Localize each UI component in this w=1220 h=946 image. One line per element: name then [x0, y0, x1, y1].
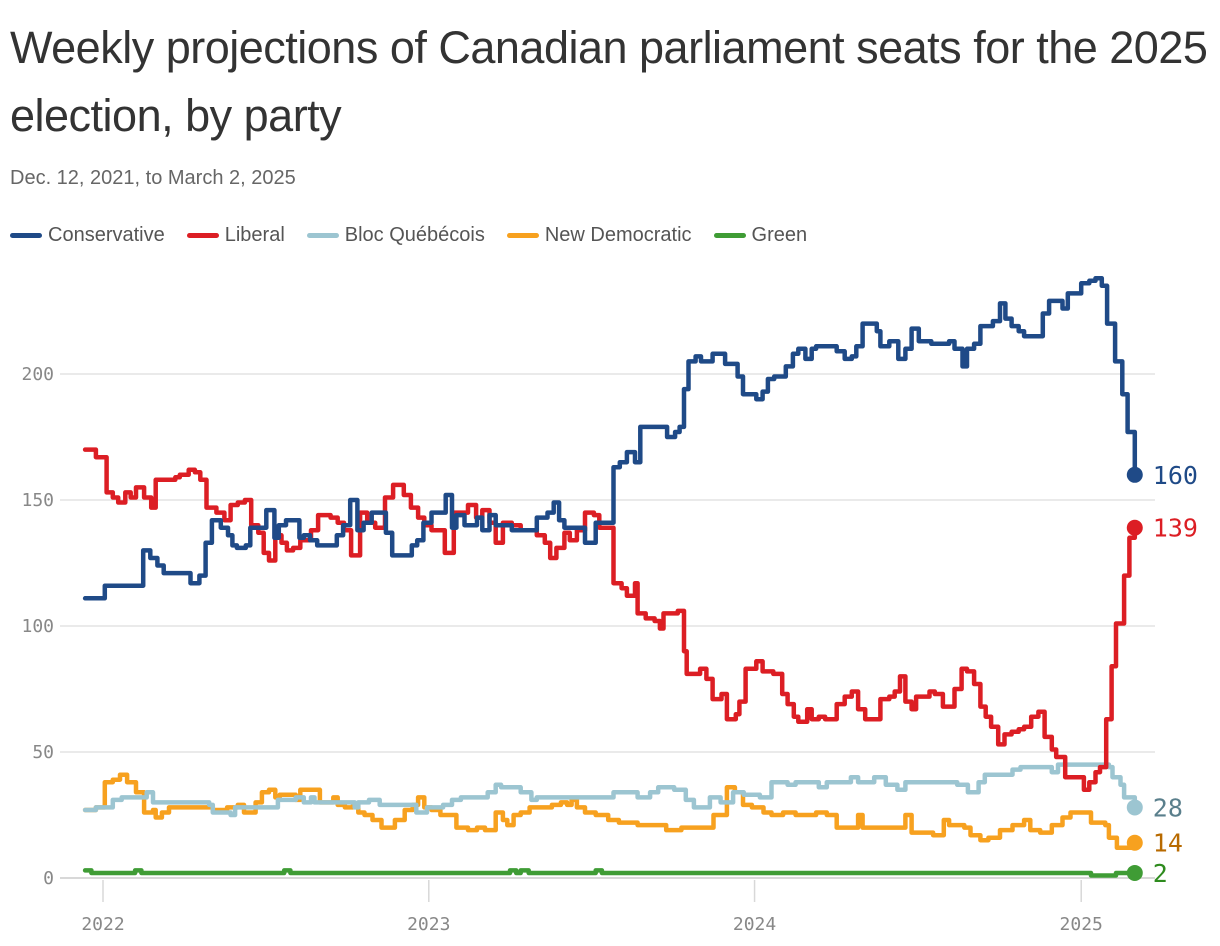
y-tick-label: 0 [43, 868, 54, 889]
y-tick-label: 50 [32, 742, 54, 763]
series-line-bloc-qu-b-cois [82, 762, 1138, 818]
end-value-label: 160 [1153, 461, 1198, 490]
y-tick-label: 100 [21, 616, 54, 637]
chart-title: Weekly projections of Canadian parliamen… [10, 22, 1208, 141]
x-tick-label: 2022 [81, 914, 124, 935]
legend-swatch [186, 233, 219, 238]
legend-swatch [10, 233, 42, 238]
legend-label: Liberal [224, 224, 285, 246]
series-line-liberal [82, 447, 1138, 793]
legend-item: Conservative [10, 224, 165, 247]
legend-label: Conservative [48, 224, 165, 246]
chart-subtitle: Dec. 12, 2021, to March 2, 2025 [10, 167, 296, 189]
y-tick-label: 150 [21, 490, 54, 511]
series-line-conservative [82, 275, 1138, 601]
end-point-marker [1126, 799, 1143, 816]
legend-item: Bloc Québécois [306, 224, 485, 247]
series-line-new-democratic [82, 772, 1138, 851]
legend-swatch [713, 233, 746, 238]
legend: Conservative Liberal Bloc Québécois New Dem… [10, 224, 807, 247]
legend-label: New Democratic [544, 224, 692, 246]
end-point-marker [1126, 466, 1143, 483]
x-tick-label: 2025 [1060, 914, 1103, 935]
end-point-marker [1126, 519, 1143, 536]
legend-label: Bloc Québécois [344, 224, 485, 246]
legend-label: Green [751, 224, 808, 246]
end-value-label: 2 [1153, 859, 1168, 888]
end-value-label: 139 [1153, 514, 1198, 543]
end-point-marker [1126, 834, 1143, 851]
legend-swatch [306, 233, 339, 238]
end-value-label: 28 [1153, 793, 1183, 822]
end-point-marker [1126, 864, 1143, 881]
series-line-green [82, 868, 1138, 878]
x-tick-label: 2024 [733, 914, 776, 935]
y-tick-label: 200 [21, 364, 54, 385]
x-tick-label: 2023 [407, 914, 450, 935]
legend-item: Liberal [186, 224, 285, 247]
legend-item: Green [713, 224, 808, 247]
legend-item: New Democratic [506, 224, 692, 247]
end-value-label: 14 [1153, 829, 1183, 858]
legend-swatch [506, 233, 539, 238]
